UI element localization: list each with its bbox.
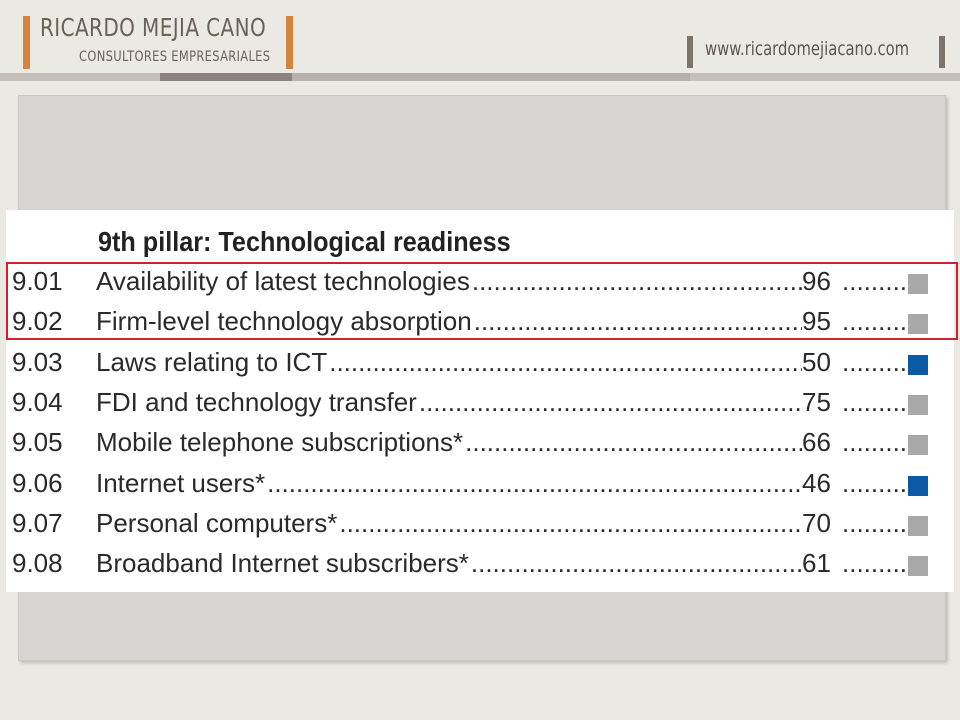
- row-label-text: FDI and technology transfer: [96, 386, 419, 417]
- row-label-text: Firm-level technology absorption: [96, 306, 474, 337]
- row-leader-dots: ........................................…: [465, 427, 804, 458]
- pillar-table: 9th pillar: Technological readiness 9.01…: [6, 210, 958, 592]
- status-marker-icon: [908, 556, 928, 577]
- table-row: 9.03 Laws relating to ICT................…: [6, 343, 954, 383]
- row-trailing-dots: ...........: [842, 386, 908, 417]
- row-label-text: Availability of latest technologies: [96, 266, 472, 296]
- status-marker-icon: [908, 314, 928, 335]
- row-label-text: Mobile telephone subscriptions*: [96, 427, 466, 458]
- logo-accent-bar-left: [23, 16, 30, 69]
- row-number: 9.06: [12, 467, 63, 498]
- row-trailing-dots: ...........: [842, 507, 908, 538]
- row-leader-dots: ........................................…: [418, 386, 804, 417]
- row-label: Availability of latest technologies.....…: [96, 266, 804, 297]
- row-label-text: Broadband Internet subscribers*: [96, 548, 471, 579]
- row-label: FDI and technology transfer.............…: [96, 386, 804, 418]
- logo-accent-bar-right: [286, 16, 293, 69]
- row-leader-dots: ........................................…: [470, 548, 804, 579]
- table-title: 9th pillar: Technological readiness: [98, 226, 511, 257]
- row-number: 9.08: [12, 548, 63, 579]
- url-divider-right: [939, 36, 945, 68]
- table-row: 9.01 Availability of latest technologies.…: [6, 262, 954, 302]
- row-trailing-dots: ...........: [842, 346, 908, 377]
- row-value: 96: [802, 266, 836, 297]
- site-header: RICARDO MEJIA CANO CONSULTORES EMPRESARI…: [0, 0, 960, 84]
- row-trailing-dots: ...........: [842, 266, 908, 296]
- row-trailing-dots: ...........: [842, 548, 908, 579]
- row-trailing-dots: ...........: [842, 306, 908, 337]
- website-link[interactable]: www.ricardomejiacano.com: [705, 38, 910, 60]
- row-label: Personal computers*.....................…: [96, 507, 804, 539]
- header-rule-accent: [160, 73, 292, 81]
- row-number: 9.01: [12, 266, 63, 296]
- table-row: 9.04 FDI and technology transfer.........…: [6, 383, 954, 423]
- header-rule-mid: [292, 73, 690, 81]
- status-marker-icon: [908, 515, 928, 536]
- row-label-text: Personal computers*: [96, 507, 340, 538]
- highlight-box: [6, 262, 958, 340]
- row-trailing-dots: ...........: [842, 427, 908, 458]
- row-number: 9.04: [12, 386, 63, 417]
- status-marker-icon: [908, 475, 928, 496]
- table-row: 9.02 Firm-level technology absorption....…: [6, 302, 954, 342]
- status-marker-icon: [908, 435, 928, 456]
- table-row: 9.07 Personal computers*.................…: [6, 504, 954, 544]
- row-value: 70: [802, 507, 836, 539]
- row-label: Broadband Internet subscribers*.........…: [96, 548, 804, 579]
- row-value: 66: [802, 427, 836, 459]
- url-divider-left: [687, 36, 693, 68]
- row-number: 9.03: [12, 346, 63, 377]
- table-row: 9.06 Internet users*.....................…: [6, 464, 954, 504]
- brand-name: RICARDO MEJIA CANO: [40, 13, 267, 42]
- status-marker-icon: [908, 354, 928, 375]
- row-label: Mobile telephone subscriptions*.........…: [96, 427, 804, 458]
- row-label-text: Laws relating to ICT: [96, 346, 330, 377]
- row-value: 46: [802, 467, 836, 499]
- row-value: 61: [802, 548, 836, 580]
- row-number: 9.07: [12, 507, 63, 538]
- row-leader-dots: ........................................…: [267, 467, 804, 498]
- row-leader-dots: ........................................…: [471, 266, 804, 296]
- row-number: 9.02: [12, 306, 63, 337]
- row-value: 75: [802, 386, 836, 418]
- table-row: 9.05 Mobile telephone subscriptions*.....…: [6, 423, 954, 463]
- brand-tagline: CONSULTORES EMPRESARIALES: [79, 49, 271, 65]
- row-leader-dots: ........................................…: [329, 346, 804, 377]
- row-label-text: Internet users*: [96, 467, 268, 498]
- table-row: 9.08 Broadband Internet subscribers*.....…: [6, 544, 954, 584]
- row-trailing-dots: ...........: [842, 467, 908, 498]
- row-label: Internet users*.........................…: [96, 467, 804, 499]
- status-marker-icon: [908, 274, 928, 294]
- row-leader-dots: ........................................…: [339, 507, 804, 538]
- row-leader-dots: ........................................…: [473, 306, 804, 337]
- row-label: Firm-level technology absorption........…: [96, 306, 804, 337]
- row-value: 95: [802, 306, 836, 338]
- status-marker-icon: [908, 394, 928, 415]
- row-number: 9.05: [12, 427, 63, 458]
- row-label: Laws relating to ICT....................…: [96, 346, 804, 378]
- row-value: 50: [802, 346, 836, 378]
